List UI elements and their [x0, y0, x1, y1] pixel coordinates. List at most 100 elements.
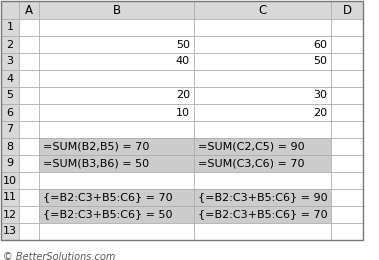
Bar	[19, 104, 39, 121]
Bar	[19, 138, 39, 155]
Bar	[39, 121, 194, 138]
Bar	[19, 155, 39, 172]
Bar	[19, 70, 39, 87]
Text: {=B2:C3+B5:C6} = 50: {=B2:C3+B5:C6} = 50	[43, 210, 172, 219]
Bar	[39, 19, 194, 36]
Bar	[331, 1, 363, 19]
Text: 1: 1	[6, 23, 14, 32]
Text: 9: 9	[6, 159, 14, 168]
Bar	[19, 1, 39, 19]
Bar	[1, 172, 19, 189]
Bar	[194, 206, 331, 223]
Text: =SUM(B2,B5) = 70: =SUM(B2,B5) = 70	[43, 141, 149, 152]
Text: {=B2:C3+B5:C6} = 70: {=B2:C3+B5:C6} = 70	[198, 210, 327, 219]
Text: 40: 40	[176, 56, 190, 67]
Bar	[1, 36, 19, 53]
Bar	[331, 189, 363, 206]
Bar	[331, 121, 363, 138]
Bar	[331, 53, 363, 70]
Text: 12: 12	[3, 210, 17, 219]
Bar	[39, 1, 194, 19]
Bar	[1, 70, 19, 87]
Text: 20: 20	[313, 107, 327, 118]
Bar	[39, 223, 194, 240]
Bar	[19, 206, 39, 223]
Bar	[194, 104, 331, 121]
Bar	[331, 36, 363, 53]
Bar	[19, 36, 39, 53]
Text: {=B2:C3+B5:C6} = 70: {=B2:C3+B5:C6} = 70	[43, 192, 172, 203]
Bar	[39, 36, 194, 53]
Bar	[19, 172, 39, 189]
Text: 50: 50	[313, 56, 327, 67]
Bar	[331, 138, 363, 155]
Bar	[39, 104, 194, 121]
Text: 20: 20	[176, 90, 190, 101]
Bar	[39, 189, 194, 206]
Text: A: A	[25, 3, 33, 16]
Bar	[331, 104, 363, 121]
Bar	[1, 1, 19, 19]
Text: 3: 3	[6, 56, 14, 67]
Text: 8: 8	[6, 141, 14, 152]
Text: =SUM(C2,C5) = 90: =SUM(C2,C5) = 90	[198, 141, 305, 152]
Bar	[1, 53, 19, 70]
Bar	[194, 36, 331, 53]
Text: 13: 13	[3, 226, 17, 237]
Bar	[194, 223, 331, 240]
Bar	[1, 138, 19, 155]
Bar	[331, 206, 363, 223]
Text: C: C	[258, 3, 266, 16]
Bar	[39, 206, 194, 223]
Bar	[194, 121, 331, 138]
Text: =SUM(C3,C6) = 70: =SUM(C3,C6) = 70	[198, 159, 304, 168]
Bar	[19, 121, 39, 138]
Bar	[19, 87, 39, 104]
Bar	[1, 104, 19, 121]
Text: 5: 5	[6, 90, 14, 101]
Bar	[1, 223, 19, 240]
Bar	[194, 138, 331, 155]
Text: 7: 7	[6, 125, 14, 134]
Bar	[39, 172, 194, 189]
Bar	[39, 155, 194, 172]
Text: {=B2:C3+B5:C6} = 90: {=B2:C3+B5:C6} = 90	[198, 192, 327, 203]
Bar	[39, 53, 194, 70]
Bar	[194, 155, 331, 172]
Bar	[194, 19, 331, 36]
Bar	[331, 19, 363, 36]
Text: 11: 11	[3, 192, 17, 203]
Text: 6: 6	[6, 107, 14, 118]
Bar	[194, 53, 331, 70]
Bar	[1, 121, 19, 138]
Bar	[1, 189, 19, 206]
Text: B: B	[113, 3, 121, 16]
Bar	[331, 223, 363, 240]
Text: 10: 10	[3, 176, 17, 185]
Text: 2: 2	[6, 40, 14, 49]
Bar	[19, 53, 39, 70]
Bar	[331, 172, 363, 189]
Bar	[19, 223, 39, 240]
Bar	[194, 189, 331, 206]
Bar	[331, 70, 363, 87]
Bar	[194, 1, 331, 19]
Bar	[1, 206, 19, 223]
Bar	[39, 87, 194, 104]
Bar	[331, 155, 363, 172]
Bar	[19, 189, 39, 206]
Bar	[19, 19, 39, 36]
Bar	[1, 87, 19, 104]
Text: D: D	[343, 3, 352, 16]
Bar	[194, 87, 331, 104]
Bar	[39, 70, 194, 87]
Bar	[331, 87, 363, 104]
Text: 60: 60	[313, 40, 327, 49]
Text: 4: 4	[6, 74, 14, 83]
Bar	[1, 155, 19, 172]
Text: © BetterSolutions.com: © BetterSolutions.com	[3, 252, 115, 260]
Bar	[1, 19, 19, 36]
Text: 30: 30	[313, 90, 327, 101]
Text: 10: 10	[176, 107, 190, 118]
Bar	[194, 70, 331, 87]
